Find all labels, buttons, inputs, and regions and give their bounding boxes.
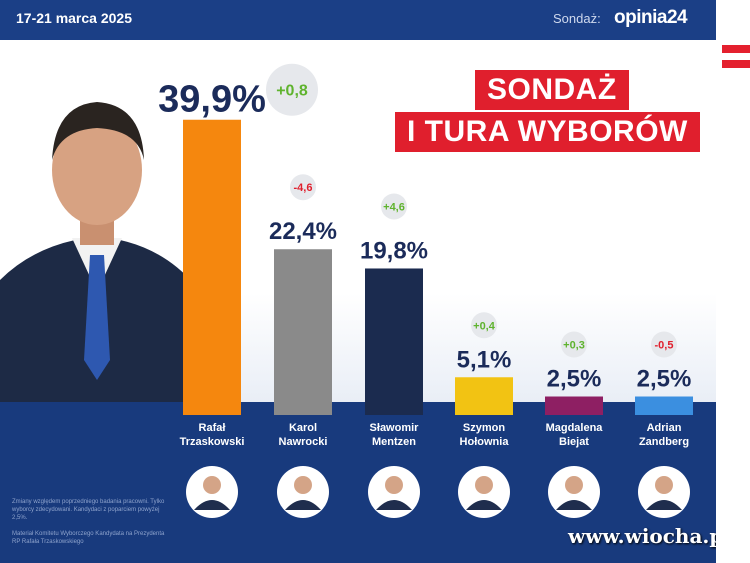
value-label: 5,1%: [457, 346, 512, 373]
avatar-face: [294, 476, 312, 494]
survey-date: 17-21 marca 2025: [16, 10, 132, 26]
avatar-body: [194, 500, 230, 510]
candidate-name: Adrian: [647, 422, 682, 434]
bar: [635, 396, 693, 415]
change-bubble: [471, 312, 497, 339]
avatar-face: [565, 476, 583, 494]
value-label: 19,8%: [360, 237, 428, 264]
red-stripe: [722, 60, 750, 68]
bar-chart: 39,9% +0,8 Rafał Trzaskowski 22,4% -4,6 Karol N…: [158, 63, 693, 518]
title-line-2: I TURA WYBORÓW: [395, 112, 700, 152]
methodology-note: Zmiany względem poprzedniego badania pra…: [12, 499, 165, 521]
change-label: +4,6: [383, 201, 405, 213]
change-bubble: [290, 174, 316, 201]
title-line-1: SONDAŻ: [475, 70, 629, 110]
value-label: 22,4%: [269, 218, 337, 245]
candidate-name: Szymon: [463, 422, 505, 434]
change-label: +0,8: [276, 83, 308, 100]
candidate-name: Biejat: [559, 436, 589, 448]
avatar-body: [646, 500, 682, 510]
candidate-name: Rafał: [199, 422, 226, 434]
avatar-body: [285, 500, 321, 510]
bar: [365, 268, 423, 415]
avatar-face: [203, 476, 221, 494]
avatar-body: [376, 500, 412, 510]
avatar-body: [466, 500, 502, 510]
sponsor-note: Materiał Komitetu Wyborczego Kandydata n…: [12, 531, 165, 545]
value-label: 2,5%: [637, 366, 692, 393]
change-bubble: [381, 193, 407, 220]
sondaz-label: Sondaż:: [553, 11, 601, 26]
change-bubble: [561, 331, 587, 358]
avatar-face: [475, 476, 493, 494]
avatar-body: [556, 500, 592, 510]
bar: [455, 377, 513, 415]
bar: [274, 249, 332, 415]
change-label: +0,4: [473, 320, 496, 332]
candidate-portrait: [0, 102, 195, 402]
candidate-name: Mentzen: [372, 436, 416, 448]
candidate-name: Nawrocki: [279, 436, 328, 448]
avatar-face: [655, 476, 673, 494]
watermark: www.wiocha.pl: [568, 524, 731, 548]
brand-logo: opinia24: [614, 7, 688, 28]
candidate-name: Hołownia: [460, 436, 510, 448]
change-label: -0,5: [655, 340, 674, 352]
change-bubble: [651, 331, 677, 358]
value-label: 2,5%: [547, 366, 602, 393]
bar: [545, 396, 603, 415]
change-bubble: [266, 63, 318, 116]
bar: [183, 119, 241, 416]
value-label: 39,9%: [158, 79, 266, 121]
candidate-name: Trzaskowski: [180, 436, 245, 448]
header-bar: 17-21 marca 2025 Sondaż: opinia24: [0, 0, 716, 40]
candidate-name: Magdalena: [546, 422, 604, 434]
avatar-face: [385, 476, 403, 494]
candidate-name: Sławomir: [370, 422, 420, 434]
change-label: -4,6: [294, 182, 313, 194]
red-stripe: [722, 45, 750, 53]
candidate-name: Karol: [289, 422, 317, 434]
change-label: +0,3: [563, 340, 585, 352]
candidate-name: Zandberg: [639, 436, 689, 448]
right-edge: [716, 0, 750, 563]
